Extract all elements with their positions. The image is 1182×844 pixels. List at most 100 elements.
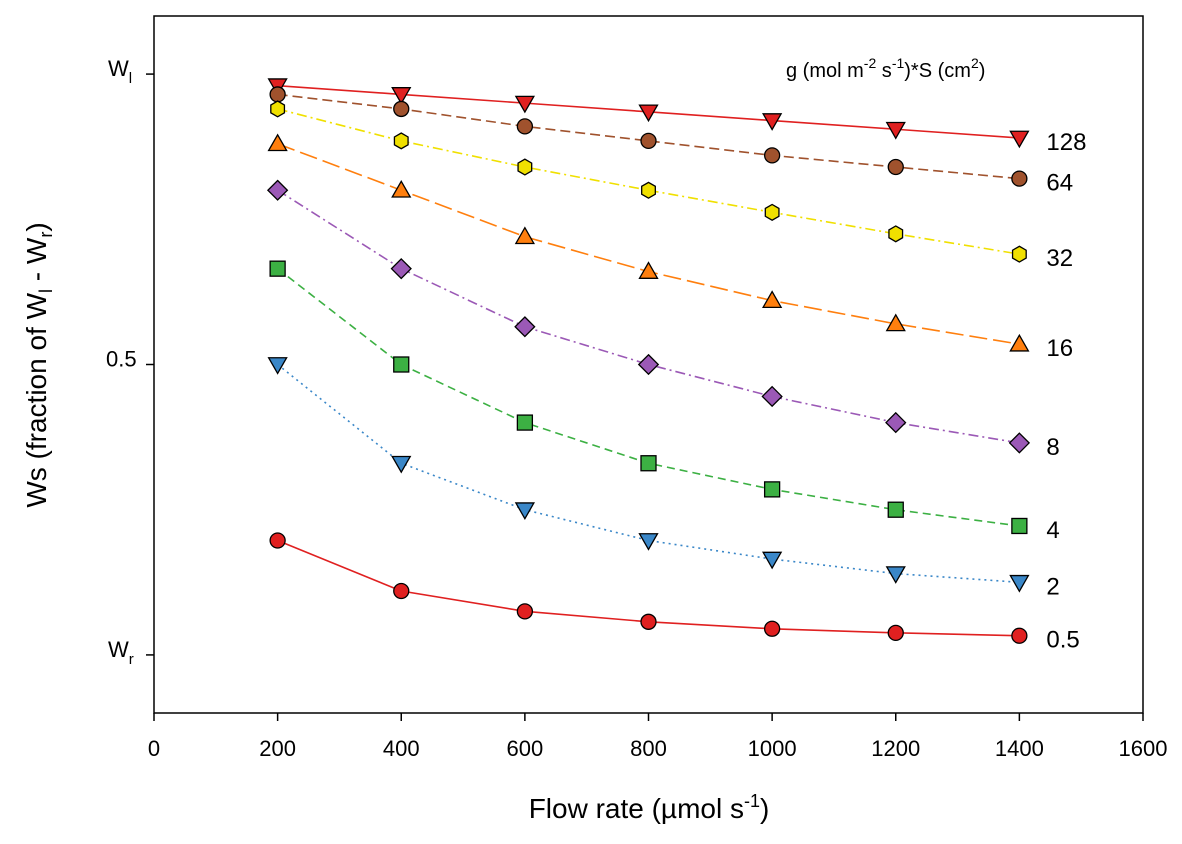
series-marker-group <box>269 260 1028 535</box>
marker-triangle-down <box>638 533 659 551</box>
x-axis-ticks: 0 200 400 600 800 1000 1200 1400 1600 <box>148 713 1168 761</box>
marker-circle <box>516 118 534 135</box>
marker-circle <box>640 613 657 630</box>
marker-square <box>640 455 657 472</box>
marker-triangle-down <box>391 87 412 105</box>
marker-triangle-down <box>1009 130 1030 149</box>
series-end-label: 64 <box>1046 170 1073 197</box>
x-tick-label: 1600 <box>1119 736 1168 761</box>
x-tick-label: 0 <box>148 736 160 761</box>
marker-hexagon <box>393 132 409 150</box>
series-end-label: 4 <box>1046 517 1059 544</box>
marker-triangle-up <box>1009 333 1030 352</box>
series-marker-group <box>267 357 1030 593</box>
marker-square <box>269 260 286 277</box>
series-end-labels: 128 64 32 16 8 4 2 0.5 <box>1046 129 1086 654</box>
marker-triangle-up <box>267 133 288 152</box>
marker-triangle-down <box>762 551 783 570</box>
marker-hexagon <box>641 181 656 199</box>
series-end-label: 128 <box>1046 129 1086 156</box>
marker-circle <box>887 158 904 176</box>
x-tick-label: 1000 <box>748 736 797 761</box>
marker-triangle-up <box>885 313 906 332</box>
marker-triangle-down <box>762 113 783 131</box>
y-tick-label: Wr <box>108 637 134 668</box>
x-tick-label: 400 <box>383 736 420 761</box>
marker-triangle-down <box>638 104 659 123</box>
x-axis-title-end: ) <box>760 793 769 824</box>
legend-title-sup: 2 <box>971 55 979 71</box>
series-marker-group <box>267 133 1030 352</box>
x-tick-label: 800 <box>630 736 667 761</box>
marker-circle <box>887 624 904 641</box>
series-line <box>277 268 1020 527</box>
legend-title-part: g (mol m <box>786 60 864 82</box>
marker-triangle-up <box>514 226 535 245</box>
series-line <box>277 143 1020 345</box>
y-axis-title-end: ) <box>21 222 52 231</box>
marker-hexagon <box>1011 245 1027 263</box>
legend-title-sup: -1 <box>892 55 905 71</box>
marker-square <box>887 501 904 518</box>
marker-diamond <box>761 385 783 408</box>
series-end-label: 16 <box>1046 335 1073 362</box>
marker-triangle-up <box>391 179 412 198</box>
series-marker-group <box>267 78 1030 149</box>
y-axis-title-sub1: l <box>36 289 56 293</box>
marker-hexagon <box>764 203 780 221</box>
marker-hexagon <box>270 100 286 118</box>
marker-square <box>516 414 534 431</box>
series-end-label: 2 <box>1046 573 1059 600</box>
marker-diamond <box>514 316 536 338</box>
y-axis-title-main: Ws (fraction of W <box>21 292 52 507</box>
x-tick-label: 1400 <box>995 736 1044 761</box>
y-tick-label-sub: r <box>129 651 134 668</box>
marker-square <box>393 356 410 373</box>
marker-circle <box>1011 627 1028 644</box>
marker-circle <box>516 603 534 620</box>
series-marker-group <box>266 179 1031 454</box>
legend-title-part: ) <box>979 60 986 82</box>
marker-circle <box>269 86 286 103</box>
y-tick-label: Wl <box>108 56 132 87</box>
series-end-label: 32 <box>1046 245 1073 272</box>
x-axis-title-sup: -1 <box>744 791 760 811</box>
marker-square <box>1011 517 1028 535</box>
marker-triangle-down <box>885 121 906 140</box>
legend-title-part: )*S (cm <box>904 60 971 82</box>
legend-title-sup: -2 <box>864 55 877 71</box>
y-tick-label-sub: l <box>129 70 132 87</box>
series-end-label: 0.5 <box>1046 627 1079 654</box>
marker-circle <box>393 582 410 600</box>
y-tick-label-main: W <box>108 56 129 81</box>
series-markers <box>266 78 1031 644</box>
y-tick-label: 0.5 <box>106 347 137 372</box>
marker-circle <box>393 100 410 118</box>
y-axis-ticks: Wl 0.5 Wr <box>106 56 154 668</box>
marker-circle <box>763 147 781 164</box>
marker-triangle-down <box>1009 574 1030 593</box>
y-tick-label-main: 0.5 <box>106 347 137 372</box>
marker-circle <box>640 132 657 150</box>
marker-triangle-down <box>267 357 288 375</box>
x-tick-label: 600 <box>507 736 544 761</box>
marker-diamond <box>637 353 660 376</box>
x-tick-label: 200 <box>259 736 296 761</box>
y-axis-title-mid: - W <box>21 237 52 289</box>
series-marker-group <box>269 86 1028 187</box>
series-line <box>277 189 1020 444</box>
marker-triangle-down <box>885 566 906 584</box>
x-axis-title-main: Flow rate (µmol s <box>529 793 744 824</box>
x-axis-title: Flow rate (µmol s-1) <box>529 791 770 824</box>
legend-title-part: s <box>876 60 892 82</box>
y-axis-title: Ws (fraction of Wl - Wr) <box>21 222 56 507</box>
marker-triangle-down <box>514 502 535 521</box>
marker-triangle-up <box>638 261 659 279</box>
series-marker-group <box>269 532 1028 644</box>
marker-triangle-down <box>391 455 412 474</box>
series-end-label: 8 <box>1046 434 1059 461</box>
marker-circle <box>763 620 781 637</box>
marker-hexagon <box>888 225 904 243</box>
